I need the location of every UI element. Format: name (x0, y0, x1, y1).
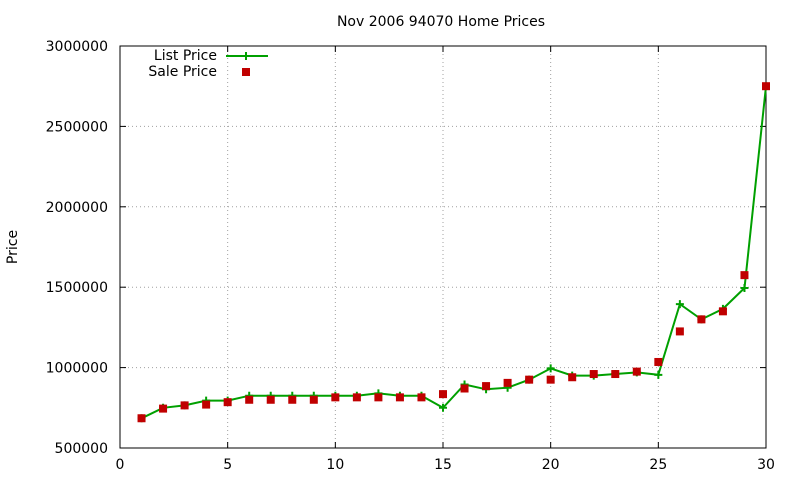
list-price-point (675, 300, 684, 309)
list-price-point (654, 370, 663, 379)
y-tick-label: 2000000 (46, 200, 108, 216)
y-axis-label: Price (5, 230, 21, 264)
sale-price-point (223, 398, 232, 407)
list-price-point (740, 284, 749, 293)
x-tick-label: 5 (223, 457, 232, 473)
list-price-point (439, 403, 447, 412)
sale-price-point (266, 395, 275, 404)
series (137, 82, 770, 423)
sale-price-point (525, 375, 534, 384)
list-price-line (141, 86, 767, 420)
sale-price-point (611, 370, 620, 379)
sale-price-point (309, 395, 318, 404)
grid (120, 46, 766, 448)
sale-price-point (762, 82, 770, 91)
y-tick-label: 3000000 (46, 39, 108, 55)
sale-price-point (632, 367, 641, 376)
x-tick-label: 0 (116, 457, 125, 473)
series-sale-price (137, 82, 770, 423)
list-price-point (546, 364, 555, 373)
y-tick-label: 500000 (55, 441, 108, 457)
legend-label-list-price: List Price (154, 48, 217, 64)
sale-price-point (503, 378, 512, 387)
sale-price-point (202, 400, 211, 409)
sale-price-point (675, 327, 684, 336)
ticks: 0 5 10 15 20 25 30 500000 1000000 1500000 2000000 2… (46, 39, 775, 473)
sale-price-point (159, 404, 168, 413)
sale-price-point (288, 395, 297, 404)
sale-price-point (718, 307, 727, 316)
sale-price-point (417, 393, 426, 402)
sale-price-point (331, 393, 340, 402)
sale-price-point (395, 393, 404, 402)
legend: List Price Sale Price (148, 48, 268, 80)
legend-marker-sale-price (242, 68, 250, 76)
sale-price-point (352, 393, 361, 402)
x-tick-label: 15 (434, 457, 452, 473)
sale-price-point (137, 414, 146, 423)
x-tick-label: 10 (326, 457, 344, 473)
legend-marker-list-price (242, 52, 250, 60)
sale-price-point (245, 395, 254, 404)
sale-price-point (589, 370, 598, 379)
y-tick-label: 1500000 (46, 280, 108, 296)
sale-price-point (546, 375, 555, 384)
sale-price-point (439, 390, 447, 399)
y-tick-label: 1000000 (46, 361, 108, 377)
x-tick-label: 30 (757, 457, 775, 473)
sale-price-point (460, 384, 469, 393)
sale-price-point (180, 401, 189, 410)
series-list-price (137, 82, 770, 423)
chart-title: Nov 2006 94070 Home Prices (337, 14, 545, 30)
sale-price-point (654, 357, 663, 366)
sale-price-point (697, 315, 706, 324)
y-tick-label: 2500000 (46, 119, 108, 135)
x-tick-label: 25 (649, 457, 667, 473)
legend-label-sale-price: Sale Price (148, 64, 217, 80)
x-tick-label: 20 (542, 457, 560, 473)
sale-price-point (482, 382, 491, 391)
sale-price-point (374, 393, 383, 402)
sale-price-point (740, 271, 749, 280)
sale-price-point (568, 373, 577, 382)
